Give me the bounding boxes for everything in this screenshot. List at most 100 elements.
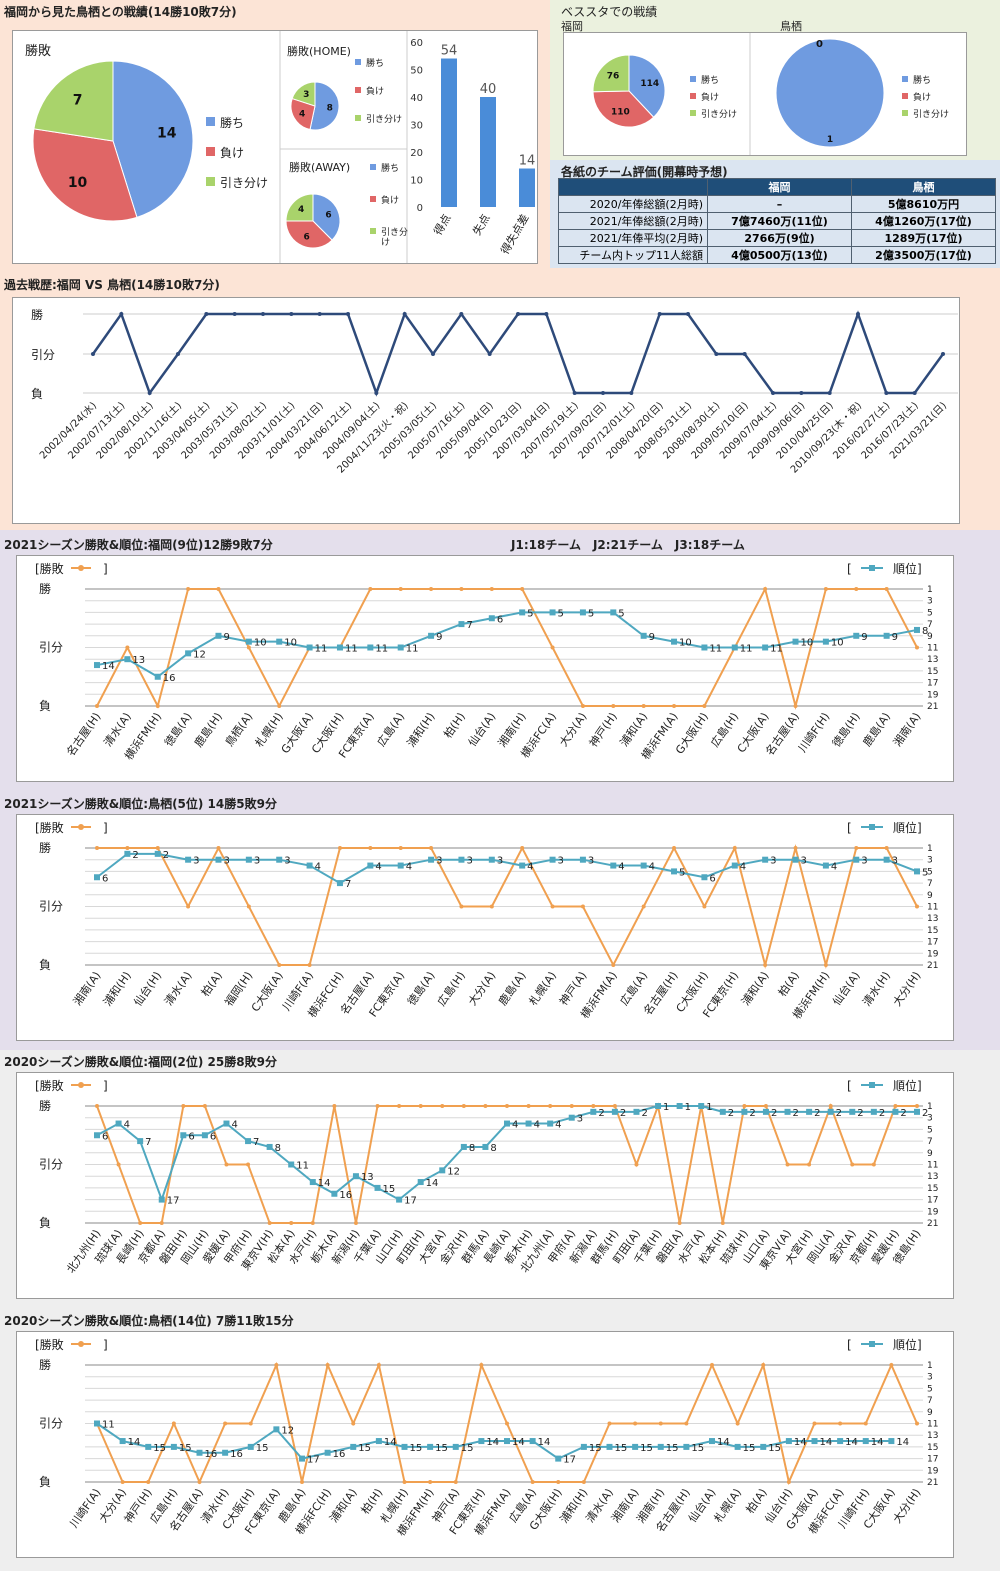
result-point [307, 963, 312, 967]
history-point [742, 352, 747, 356]
legend-swatch [370, 228, 376, 234]
rank-point [352, 1173, 359, 1180]
result-point [684, 1421, 689, 1426]
rank-data-label: 8 [275, 1143, 281, 1154]
rank-point [785, 1438, 792, 1445]
rank-point [397, 862, 404, 869]
rank-point [657, 1443, 664, 1450]
besu-fukuoka-label: 福岡 [561, 20, 583, 33]
history-point [402, 312, 407, 316]
season-a-title: 2021シーズン勝敗&順位:福岡(9位)12勝9敗7分 [4, 538, 273, 552]
result-point [641, 904, 646, 909]
x-category-label: 広島(A) [374, 710, 407, 749]
eval-cell-fukuoka: 7億7460万(11位) [707, 212, 852, 230]
rank-legend-start: [ [847, 1079, 852, 1093]
besu-tosu-label: 鳥栖 [780, 20, 802, 33]
rank-point [610, 609, 617, 616]
rank-data-label: 10 [801, 638, 814, 649]
rank-point [547, 1120, 554, 1127]
result-point [337, 846, 342, 850]
result-legend-marker [78, 824, 84, 830]
y-axis-label: 負 [31, 387, 43, 401]
history-point [232, 312, 237, 316]
rank-data-label: 9 [861, 632, 867, 643]
rank-point [124, 850, 131, 857]
rank-tick-label: 21 [927, 1219, 938, 1229]
rank-point [306, 644, 313, 651]
pie-data-label: 7 [73, 92, 83, 108]
rank-data-label: 4 [406, 862, 412, 873]
rank-data-label: 17 [307, 1455, 320, 1466]
rank-point [196, 1449, 203, 1456]
rank-tick-label: 9 [927, 632, 933, 642]
result-point [353, 1221, 358, 1225]
eval-row: 2021/年俸平均(2月時) 2766万(9位) 1289万(17位) [558, 229, 996, 247]
rank-legend-label: 順位] [893, 1337, 922, 1352]
y-axis-label: 負 [39, 1475, 51, 1489]
result-point [277, 704, 282, 708]
x-category-label: 仙台(A) [465, 710, 498, 749]
legend-swatch [206, 177, 215, 186]
rank-point [525, 1120, 532, 1127]
bar-data-label: 40 [480, 82, 497, 97]
rank-data-label: 11 [345, 644, 358, 655]
legend-label: 勝ち [381, 162, 399, 174]
rank-data-label: 1 [663, 1102, 669, 1113]
result-point [171, 1421, 176, 1426]
rank-data-label: 3 [497, 856, 503, 867]
eval-row-label: 2021/年俸総額(2月時) [558, 212, 708, 230]
rank-point [870, 1108, 877, 1115]
result-point [216, 587, 221, 591]
legend-label: け [381, 237, 390, 248]
pie-data-label: 14 [157, 125, 177, 141]
rank-tick-label: 13 [927, 1431, 938, 1441]
rank-data-label: 17 [167, 1196, 180, 1207]
legend-swatch [370, 164, 376, 170]
x-category-label: 柏(A) [198, 969, 225, 999]
result-point [556, 1480, 561, 1484]
result-point [611, 704, 616, 708]
history-point [91, 352, 95, 356]
rank-point [299, 1455, 305, 1462]
pie-slice [775, 38, 885, 148]
pie-slice [592, 90, 655, 128]
result-point [459, 904, 464, 909]
result-point [607, 1421, 612, 1426]
rank-data-label: 3 [284, 856, 290, 867]
season-b-panel: [勝敗][順位] 1 3 5 7 9 11 13 15 17 19 21 勝引分負 6 2 2 3 3 3 3 4 7 4 4… [16, 814, 954, 1041]
rank-data-label: 13 [132, 655, 145, 666]
legend-label: 引き分 [381, 227, 408, 238]
rank-point [549, 856, 556, 863]
rank-data-label: 16 [205, 1449, 218, 1460]
eval-cell-tosu: 1289万(17位) [851, 229, 996, 247]
rank-tick-label: 17 [927, 1455, 938, 1465]
result-point [461, 1104, 466, 1108]
season-b-title: 2021シーズン勝敗&順位:鳥栖(5位) 14勝5敗9分 [4, 797, 277, 811]
result-point [581, 1480, 586, 1484]
result-legend-end: ] [103, 821, 108, 835]
rank-legend-marker [869, 1341, 875, 1347]
x-category-label: 浦和(A) [618, 710, 651, 749]
result-point [569, 1104, 574, 1108]
record-panel: 勝敗 14 10 7 勝ち 負け 引き分け 勝敗(HOME) 8 4 3 勝ち 負け 引き分け 勝敗(AWA… [12, 30, 538, 264]
season-d-title: 2020シーズン勝敗&順位:鳥栖(14位) 7勝11敗15分 [4, 1314, 294, 1328]
result-point [459, 587, 464, 591]
rank-point [892, 1108, 899, 1115]
legend-label: 勝ち [366, 57, 384, 69]
rank-point [401, 1443, 408, 1450]
eval-row: 2020/年俸総額(2月時) – 5億8610万円 [558, 195, 996, 213]
pie-data-label: 10 [68, 175, 88, 191]
rank-tick-label: 13 [927, 914, 938, 924]
rank-point [579, 609, 586, 616]
rank-tick-label: 11 [927, 903, 938, 913]
result-point [155, 704, 160, 708]
result-point [351, 1421, 356, 1426]
rank-data-label: 1 [706, 1102, 712, 1113]
rank-tick-label: 11 [927, 1161, 938, 1171]
rank-data-label: 2 [163, 850, 169, 861]
x-category-label: 柏(A) [743, 1486, 770, 1516]
x-category-label: 広島(A) [617, 969, 650, 1008]
rank-point [245, 1138, 252, 1145]
history-point [686, 312, 690, 316]
